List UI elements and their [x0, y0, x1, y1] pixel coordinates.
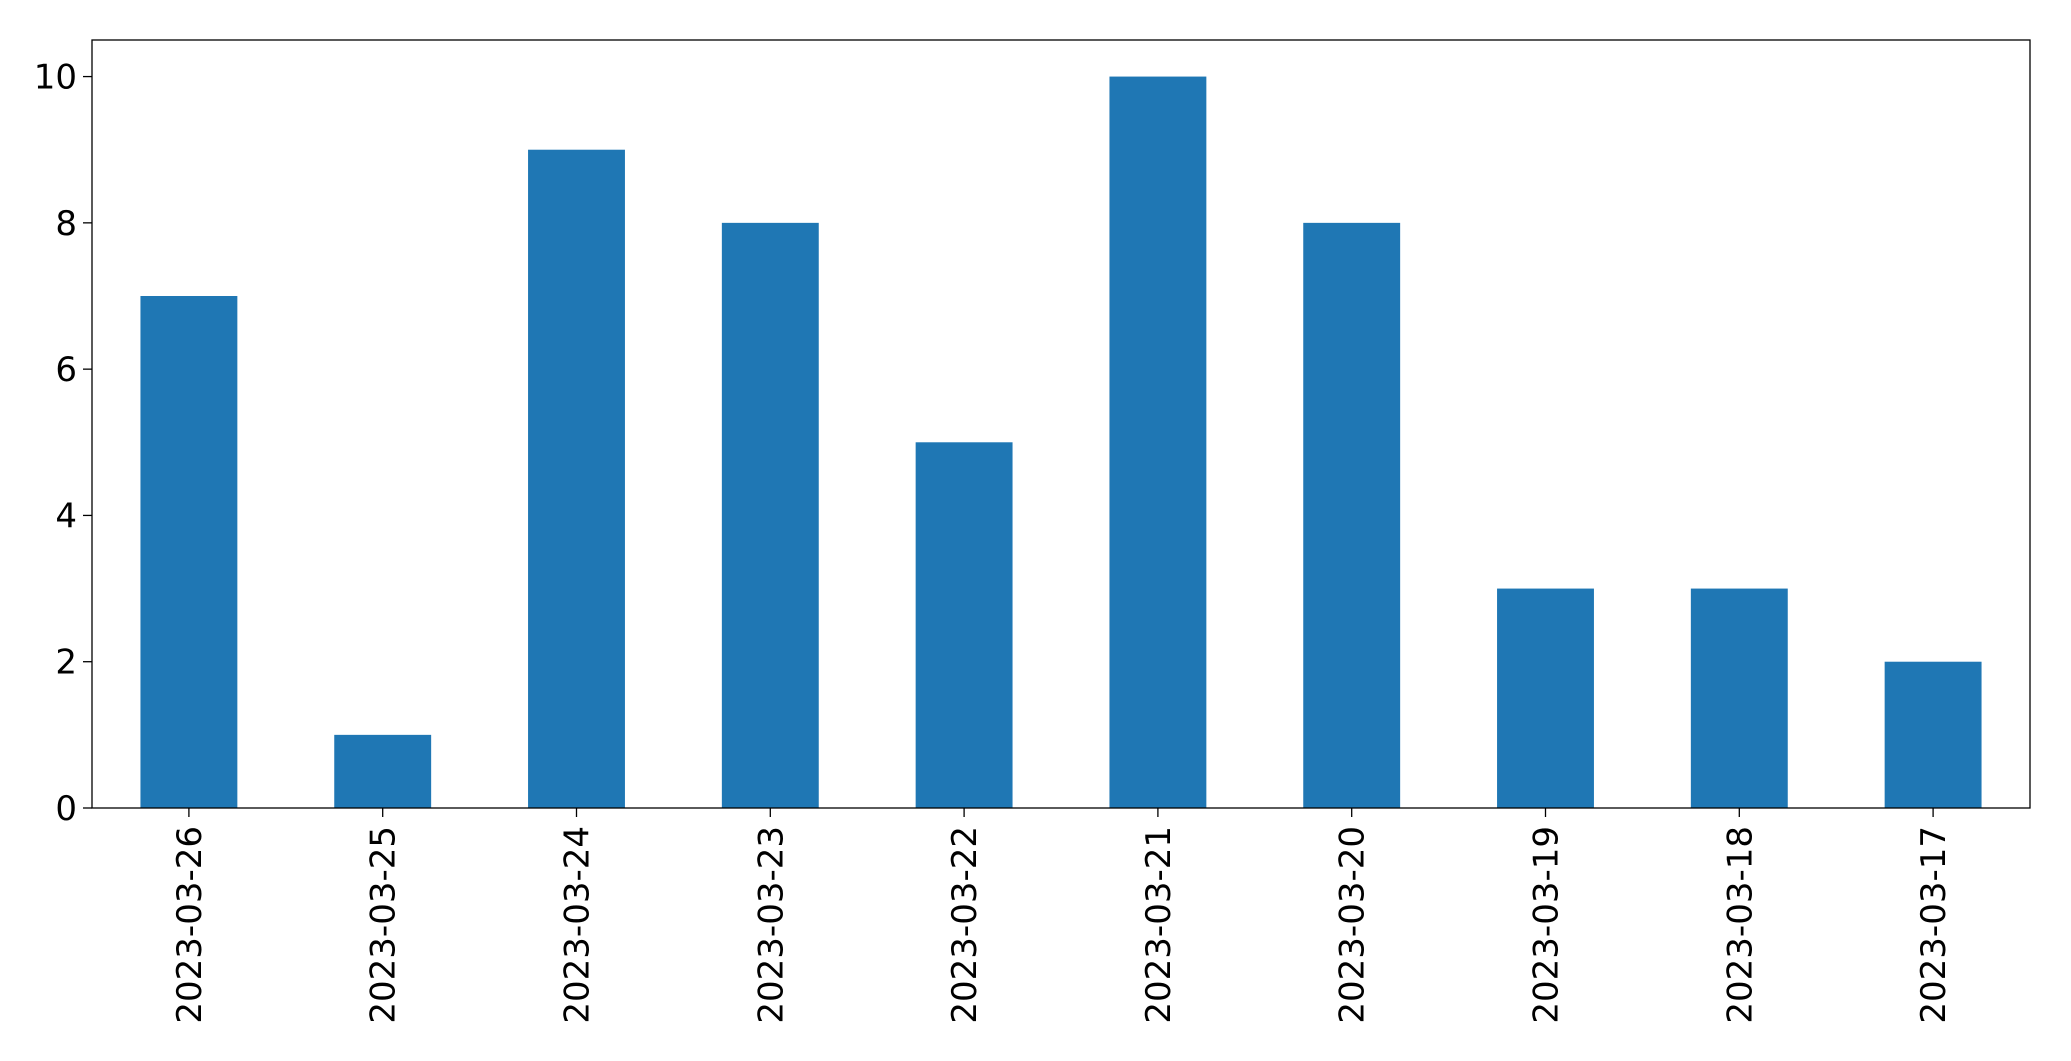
- y-tick-label: 4: [55, 496, 77, 536]
- x-tick-label: 2023-03-22: [945, 826, 985, 1024]
- bar: [140, 296, 238, 808]
- y-tick-label: 6: [55, 350, 77, 390]
- x-tick-label: 2023-03-18: [1720, 826, 1760, 1024]
- x-tick-label: 2023-03-19: [1527, 826, 1567, 1024]
- y-tick-label: 10: [34, 58, 77, 98]
- bar: [721, 222, 819, 808]
- x-tick-label: 2023-03-20: [1333, 826, 1373, 1024]
- x-tick-label: 2023-03-25: [364, 826, 404, 1024]
- plot-frame: [91, 39, 2031, 809]
- x-tick-label: 2023-03-26: [170, 826, 210, 1024]
- x-tick-label: 2023-03-23: [751, 826, 791, 1024]
- bar: [915, 442, 1013, 808]
- y-tick-label: 2: [55, 643, 77, 683]
- y-tick-label: 8: [55, 204, 77, 244]
- bar: [334, 734, 432, 808]
- x-tick-label: 2023-03-24: [558, 826, 598, 1024]
- x-tick-label: 2023-03-17: [1914, 826, 1954, 1024]
- bar: [1884, 661, 1982, 808]
- bar: [1109, 76, 1207, 809]
- bar: [1497, 588, 1594, 808]
- bar: [1690, 588, 1788, 808]
- y-tick-label: 0: [55, 789, 77, 829]
- x-tick-label: 2023-03-21: [1139, 826, 1179, 1024]
- bar: [1303, 222, 1401, 808]
- bar: [528, 149, 625, 808]
